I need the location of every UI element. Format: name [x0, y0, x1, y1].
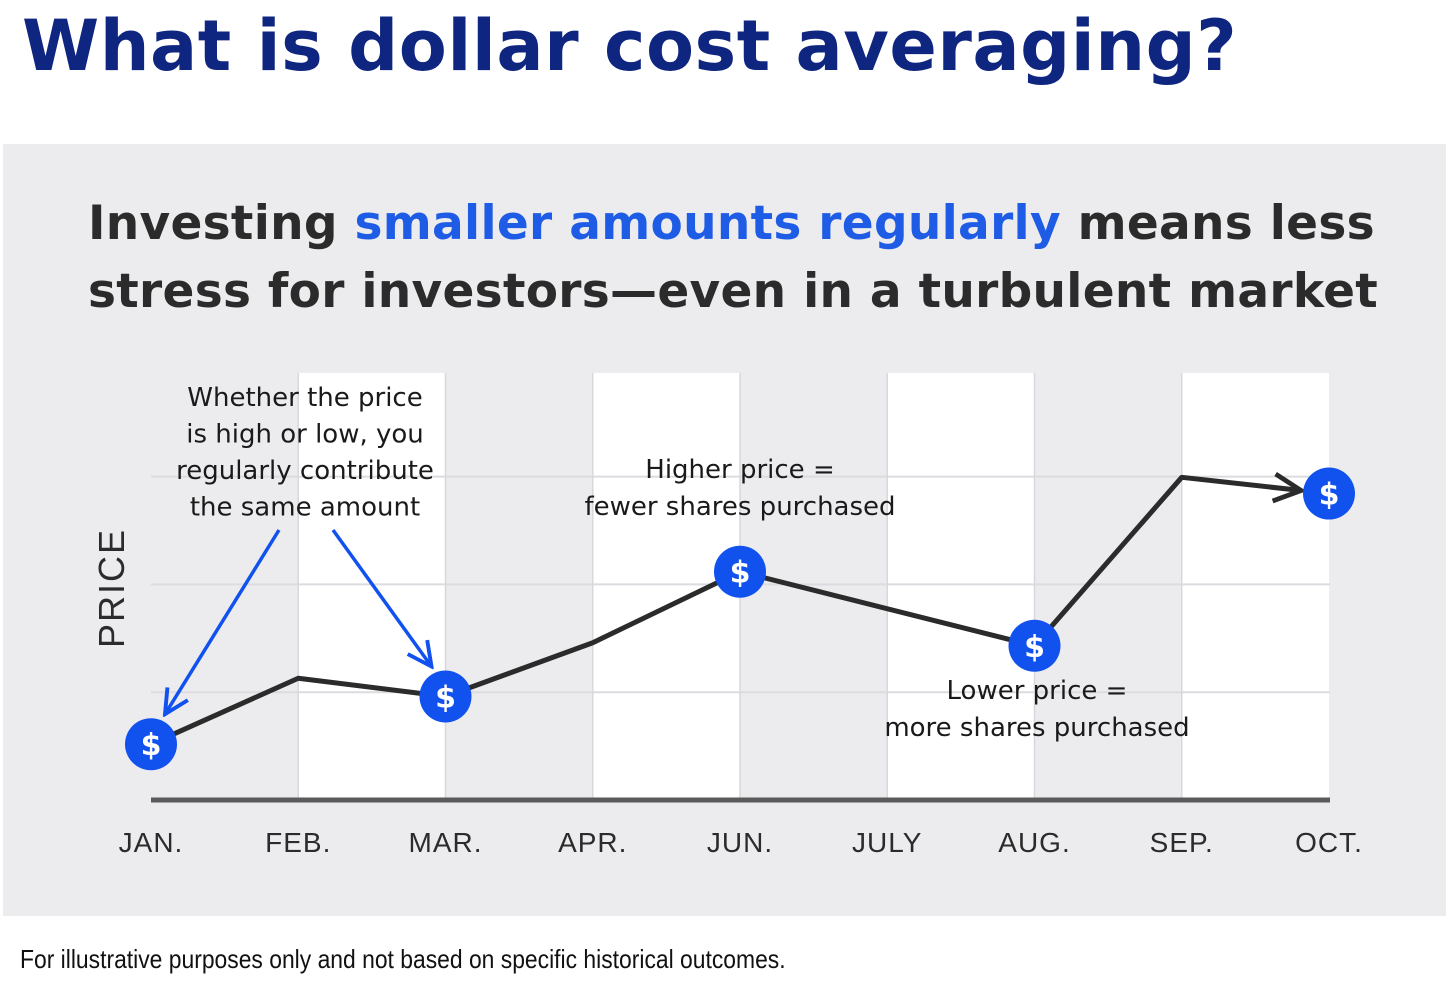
- annotation-1-line: regularly contribute: [176, 456, 434, 486]
- page-title: What is dollar cost averaging?: [22, 5, 1238, 87]
- x-tick-label: JUN.: [707, 827, 773, 858]
- annotation-arrow-mar: [331, 528, 432, 667]
- column-band-2: [592, 373, 740, 800]
- annotation-1-line: Whether the price: [187, 383, 422, 413]
- x-tick-label: JAN.: [119, 827, 184, 858]
- x-tick-label: APR.: [558, 827, 627, 858]
- x-tick-label: JULY: [852, 827, 922, 858]
- x-tick-label: MAR.: [409, 827, 483, 858]
- dollar-coin-icon: $: [714, 545, 766, 598]
- coin-circle: [714, 545, 766, 598]
- coin-circle: [125, 718, 177, 771]
- x-tick-label: SEP.: [1150, 827, 1214, 858]
- dollar-coin-icon: $: [419, 670, 472, 723]
- column-band-3: [887, 373, 1035, 800]
- dollar-coin-icon: $: [1008, 619, 1061, 672]
- coin-circle: [1303, 467, 1355, 520]
- annotation-arrow-jan: [165, 529, 281, 714]
- coin-symbol: $: [1024, 630, 1045, 665]
- annotation-3-line: more shares purchased: [884, 713, 1189, 743]
- headline-accent: smaller amounts regularly: [354, 196, 1061, 251]
- dollar-coin-icon: $: [125, 718, 177, 771]
- coin-symbol: $: [435, 681, 456, 716]
- annotation-2-line: fewer shares purchased: [584, 492, 895, 522]
- coin-circle: [419, 670, 472, 723]
- x-tick-label: AUG.: [998, 827, 1070, 858]
- coin-symbol: $: [730, 556, 751, 591]
- coin-symbol: $: [141, 728, 162, 763]
- annotation-3-line: Lower price =: [947, 676, 1128, 706]
- chart-headline: Investing smaller amounts regularly mean…: [88, 190, 1388, 326]
- footnote: For illustrative purposes only and not b…: [20, 944, 786, 974]
- headline-part-2: means less stress for investors—even in …: [88, 196, 1379, 319]
- annotation-1-line: the same amount: [190, 493, 420, 523]
- coin-symbol: $: [1319, 478, 1340, 513]
- headline-part-1: Investing: [88, 196, 355, 251]
- annotation-2-line: Higher price =: [645, 455, 834, 485]
- y-axis-label: PRICE: [91, 528, 132, 648]
- annotation-1-line: is high or low, you: [186, 420, 424, 450]
- column-band-4: [1181, 373, 1329, 800]
- price-line: [149, 477, 1301, 747]
- x-tick-label: FEB.: [265, 827, 331, 858]
- dollar-coin-icon: $: [1303, 467, 1355, 520]
- coin-circle: [1008, 619, 1061, 672]
- x-tick-label: OCT.: [1295, 827, 1363, 858]
